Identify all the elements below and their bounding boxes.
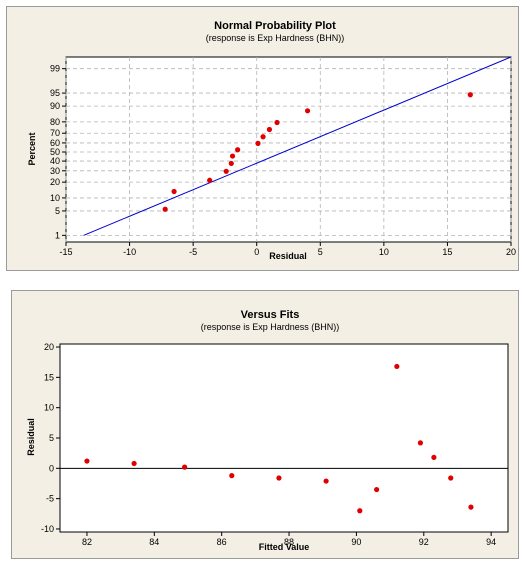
data-point — [207, 177, 213, 183]
x-tick-label: 94 — [486, 537, 496, 547]
chart-title: Versus Fits — [241, 309, 300, 321]
versus-fits-plot: Versus Fits (response is Exp Hardness (B… — [26, 309, 509, 552]
y-tick-label: 0 — [49, 463, 54, 473]
data-point — [276, 475, 282, 481]
data-point — [223, 168, 229, 174]
chart-title: Normal Probability Plot — [214, 20, 336, 32]
x-axis-label: Residual — [269, 251, 307, 261]
points — [162, 92, 473, 212]
normal-probability-plot-panel: Normal Probability Plot (response is Exp… — [6, 6, 519, 271]
x-axis-label: Fitted Value — [259, 542, 310, 552]
y-tick-label: -5 — [46, 494, 54, 504]
x-tick-label: 10 — [379, 247, 389, 257]
versus-fits-plot-panel: Versus Fits (response is Exp Hardness (B… — [11, 290, 519, 559]
data-point — [304, 108, 311, 114]
data-point — [266, 126, 273, 133]
x-tick-label: 0 — [254, 247, 259, 257]
plot-area — [59, 343, 509, 533]
data-point — [235, 147, 241, 153]
x-tick-label: 88 — [284, 537, 294, 547]
data-point — [417, 440, 424, 446]
data-point — [131, 460, 137, 467]
y-tick-label: 90 — [50, 101, 60, 111]
y-tick-label: 40 — [50, 156, 60, 166]
data-point — [323, 478, 329, 484]
ticks: 82 84 86 88 90 92 94 -10 -5 0 5 10 15 20 — [41, 342, 496, 547]
x-tick-label: 84 — [149, 537, 159, 547]
x-tick-label: -15 — [59, 247, 72, 257]
y-tick-label: 10 — [44, 403, 54, 413]
data-point — [431, 454, 437, 461]
x-tick-label: 15 — [442, 247, 452, 257]
x-tick-label: 20 — [506, 247, 516, 257]
y-tick-label: 1 — [55, 230, 60, 240]
y-tick-label: 5 — [55, 206, 60, 216]
y-tick-label: -10 — [41, 524, 54, 534]
data-point — [468, 504, 474, 510]
data-point — [394, 363, 400, 370]
fit-line — [83, 56, 512, 236]
x-tick-label: 5 — [318, 247, 323, 257]
x-tick-label: 92 — [419, 537, 429, 547]
y-tick-label: 15 — [44, 372, 54, 382]
y-tick-label: 50 — [50, 147, 60, 157]
data-point — [171, 188, 177, 195]
y-axis-label: Residual — [26, 418, 36, 456]
data-point — [357, 508, 363, 514]
data-point — [260, 134, 266, 140]
chart-subtitle: (response is Exp Hardness (BHN)) — [206, 33, 345, 43]
points — [84, 363, 474, 514]
x-tick-label: -10 — [123, 247, 136, 257]
y-tick-label: 10 — [50, 193, 60, 203]
x-tick-label: 86 — [217, 537, 227, 547]
y-tick-label: 20 — [50, 177, 60, 187]
y-tick-label: 60 — [50, 138, 60, 148]
data-point — [448, 475, 454, 481]
y-tick-label: 80 — [50, 117, 60, 127]
y-tick-label: 5 — [49, 433, 54, 443]
data-point — [162, 206, 168, 212]
chart-subtitle: (response is Exp Hardness (BHN)) — [201, 322, 340, 332]
y-tick-label: 99 — [50, 64, 60, 74]
y-tick-label: 30 — [50, 166, 60, 176]
x-tick-label: -5 — [189, 247, 197, 257]
y-axis-label: Percent — [27, 132, 37, 165]
data-point — [255, 140, 261, 146]
data-point — [467, 92, 473, 98]
data-point — [374, 486, 380, 493]
x-tick-label: 90 — [351, 537, 361, 547]
data-point — [229, 153, 236, 159]
data-point — [228, 160, 234, 167]
data-point — [229, 473, 235, 479]
data-point — [274, 119, 280, 126]
y-tick-label: 20 — [44, 342, 54, 352]
data-point — [84, 458, 90, 464]
y-tick-label: 70 — [50, 128, 60, 138]
x-tick-label: 82 — [82, 537, 92, 547]
normal-probability-plot: Normal Probability Plot (response is Exp… — [27, 20, 516, 261]
data-point — [182, 464, 188, 470]
y-tick-label: 95 — [50, 88, 60, 98]
fit-line-segment — [83, 56, 512, 236]
